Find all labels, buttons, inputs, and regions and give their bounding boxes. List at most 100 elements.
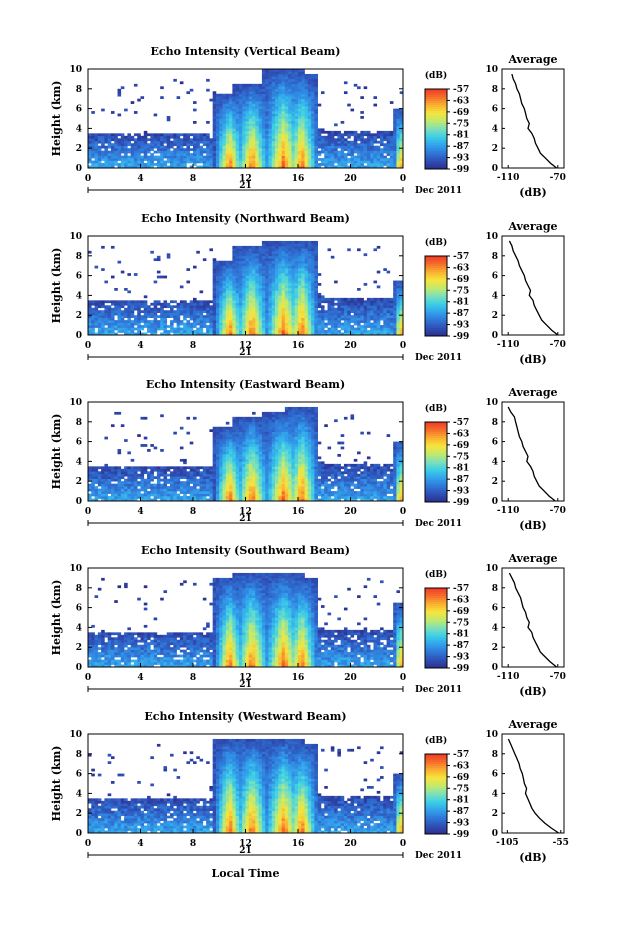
heatmap-cell — [261, 253, 266, 257]
heatmap-cell — [275, 312, 279, 316]
heatmap-cell — [324, 153, 328, 156]
heatmap-cell — [199, 155, 204, 159]
heatmap-cell — [229, 283, 233, 286]
heatmap-cell — [110, 163, 115, 166]
heatmap-cell — [206, 315, 210, 318]
heatmap-cell — [366, 300, 371, 304]
heatmap-cell — [304, 111, 309, 114]
heatmap-cell — [133, 133, 138, 137]
heatmap-cell — [110, 424, 115, 428]
heatmap-cell — [298, 263, 302, 266]
heatmap-cell — [357, 158, 361, 161]
heatmap-cell — [399, 285, 404, 289]
heatmap-cell — [219, 283, 223, 286]
heatmap-cell — [186, 322, 191, 326]
heatmap-cell — [215, 148, 220, 151]
heatmap-cell — [107, 330, 112, 333]
heatmap-cell — [199, 135, 204, 139]
heatmap-cell — [288, 268, 292, 271]
heatmap-cell — [232, 125, 236, 129]
heatmap-cell — [393, 307, 397, 311]
heatmap-cell — [330, 165, 335, 169]
heatmap-cell — [232, 91, 236, 95]
heatmap-cell — [268, 148, 273, 151]
heatmap-cell — [291, 118, 296, 122]
heatmap-cell — [357, 135, 361, 139]
heatmap-cell — [229, 108, 233, 112]
colorbar-swatch — [425, 294, 447, 297]
heatmap-cell — [304, 155, 309, 159]
heatmap-cell — [386, 307, 391, 311]
heatmap-cell — [307, 96, 312, 99]
heatmap-cell — [301, 322, 305, 326]
heatmap-cell — [275, 280, 279, 284]
heatmap-cell — [186, 305, 191, 309]
heatmap-cell — [357, 305, 361, 309]
heatmap-cell — [288, 263, 292, 266]
colorbar-swatch — [425, 310, 447, 313]
heatmap-cell — [153, 138, 158, 142]
heatmap-cell — [278, 120, 282, 124]
heatmap-cell — [107, 160, 112, 164]
heatmap-cell — [383, 135, 387, 139]
y-tick-label: 10 — [69, 65, 82, 75]
heatmap-cell — [350, 315, 355, 318]
heatmap-cell — [383, 163, 387, 166]
heatmap-cell — [110, 320, 115, 323]
heatmap-cell — [284, 290, 289, 294]
heatmap-cell — [261, 317, 266, 321]
heatmap-cell — [127, 138, 131, 142]
heatmap-cell — [160, 153, 164, 156]
panel-title: Echo Intensity (Eastward Beam) — [146, 378, 345, 391]
heatmap-cell — [268, 332, 273, 336]
heatmap-cell — [140, 300, 145, 304]
heatmap-cell — [202, 138, 207, 142]
heatmap-cell — [314, 106, 318, 109]
heatmap-cell — [196, 498, 200, 502]
heatmap-cell — [107, 471, 112, 475]
heatmap-cell — [160, 449, 164, 452]
heatmap-cell — [222, 287, 227, 291]
heatmap-cell — [222, 125, 227, 129]
heatmap-cell — [261, 243, 266, 247]
heatmap-cell — [393, 148, 397, 151]
heatmap-cell — [271, 150, 276, 154]
heatmap-cell — [370, 148, 374, 151]
heatmap-cell — [189, 327, 194, 331]
heatmap-cell — [97, 491, 102, 494]
heatmap-cell — [327, 307, 332, 311]
heatmap-cell — [212, 332, 217, 336]
heatmap-cell — [199, 307, 204, 311]
heatmap-cell — [209, 312, 213, 316]
heatmap-cell — [215, 486, 220, 489]
heatmap-cell — [97, 138, 102, 142]
heatmap-cell — [284, 305, 289, 309]
heatmap-cell — [255, 250, 259, 254]
heatmap-cell — [229, 332, 233, 336]
heatmap-cell — [117, 148, 122, 151]
heatmap-cell — [294, 317, 299, 321]
heatmap-cell — [353, 315, 358, 318]
heatmap-cell — [97, 300, 102, 304]
heatmap-cell — [268, 153, 273, 156]
heatmap-cell — [222, 468, 227, 472]
heatmap-cell — [193, 491, 197, 494]
heatmap-cell — [261, 78, 266, 82]
heatmap-cell — [229, 158, 233, 161]
heatmap-cell — [265, 96, 269, 99]
heatmap-cell — [238, 101, 243, 104]
heatmap-cell — [294, 270, 299, 274]
heatmap-cell — [275, 138, 279, 142]
heatmap-cell — [275, 93, 279, 97]
heatmap-cell — [104, 481, 108, 484]
colorbar-swatch — [425, 135, 447, 138]
heatmap-cell — [383, 133, 387, 137]
heatmap-cell — [304, 145, 309, 149]
heatmap-cell — [370, 327, 374, 331]
heatmap-cell — [275, 101, 279, 104]
colorbar-tick-label: -99 — [453, 332, 469, 342]
heatmap-cell — [334, 307, 338, 311]
heatmap-cell — [393, 322, 397, 326]
heatmap-cell — [97, 488, 102, 492]
heatmap-cell — [311, 128, 315, 132]
